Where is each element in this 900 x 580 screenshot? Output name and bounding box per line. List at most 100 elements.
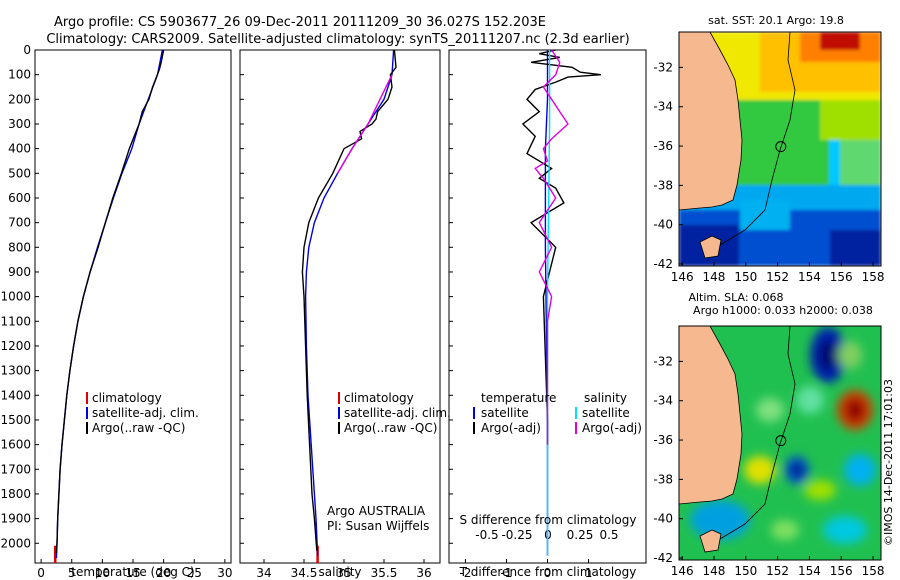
sla-map-title-line2: Argo h1000: 0.033 h2000: 0.038 <box>693 304 873 317</box>
depth-tick-label: 1900 <box>0 512 31 526</box>
map-y-tick-label: -42 <box>653 551 673 565</box>
depth-tick-label: 800 <box>8 240 31 254</box>
sla-argo-marker <box>775 435 787 447</box>
annotation-argo-australia: Argo AUSTRALIA <box>327 504 426 518</box>
s-diff-tick-label: 0.25 <box>567 528 594 542</box>
sst-map <box>679 32 881 266</box>
map-y-tick-label: -38 <box>653 178 673 192</box>
s-diff-tick-label: -0.5 <box>475 528 498 542</box>
map-x-tick-label: 152 <box>766 270 789 284</box>
sla-map-frame <box>678 325 882 561</box>
difference-legend: temperature satellite Argo(-adj) salinit… <box>460 391 642 527</box>
s-diff-tick-label: 0.5 <box>599 528 618 542</box>
map-y-tick-label: -32 <box>653 60 673 74</box>
salinity-panel-frame <box>239 49 441 564</box>
legend-swatch-sal-satellite <box>575 407 577 419</box>
x-tick-label: 20 <box>156 566 171 580</box>
legend-swatch-satellite <box>86 407 88 419</box>
series-line-argo-raw-qc- <box>55 49 165 554</box>
depth-tick-label: 100 <box>8 68 31 82</box>
legend-label-argo: Argo(..raw -QC) <box>92 421 185 435</box>
legend-label-satellite: satellite-adj. clim. <box>92 406 199 420</box>
series-line-satellite-adj-clim- <box>55 49 164 559</box>
temperature-panel-frame <box>34 49 232 564</box>
legend-swatch-argo <box>338 422 340 434</box>
salinity-xlabel: salinity <box>318 565 361 579</box>
depth-tick-label: 2000 <box>0 536 31 550</box>
legend-label-sal-satellite: satellite <box>582 406 630 420</box>
x-tick-label: 0 <box>544 566 552 580</box>
sla-land <box>679 326 743 505</box>
map-x-tick-label: 150 <box>734 564 757 578</box>
series-line-temperature-argo-adj- <box>521 49 601 445</box>
depth-tick-label: 1500 <box>0 413 31 427</box>
sla-map-axes: 146 148 150 152 154 156 158 -32 -34 -36 -38 -40 -42 <box>653 354 884 578</box>
sst-map-frame <box>678 31 882 267</box>
x-tick-label: -2 <box>459 566 471 580</box>
x-tick-label: 30 <box>217 566 232 580</box>
legend-label-climatology: climatology <box>92 391 162 405</box>
temperature-xlabel: temperature (deg C) <box>71 565 194 579</box>
x-tick-label: -1 <box>500 566 512 580</box>
legend-label-argo: Argo(..raw -QC) <box>344 421 437 435</box>
x-tick-label: 35 <box>336 566 351 580</box>
map-y-tick-label: -32 <box>653 354 673 368</box>
legend-swatch-argo <box>86 422 88 434</box>
legend-title-salinity: salinity <box>584 391 627 405</box>
x-tick-label: 5 <box>68 566 76 580</box>
legend-swatch-sal-argo <box>575 422 577 434</box>
depth-tick-label: 900 <box>8 265 31 279</box>
figure-title-line2: Climatology: CARS2009. Satellite-adjuste… <box>46 32 629 47</box>
depth-axis: 0 100 200 300 400 500 600 700 800 900 1000 1100 1200… <box>0 43 453 550</box>
legend-label-temp-argo: Argo(-adj) <box>481 421 541 435</box>
x-tick-label: 0 <box>37 566 45 580</box>
depth-tick-label: 1700 <box>0 462 31 476</box>
map-x-tick-label: 146 <box>671 270 694 284</box>
legend-swatch-climatology <box>338 392 340 404</box>
sst-map-title: sat. SST: 20.1 Argo: 19.8 <box>708 14 844 27</box>
figure-title-line1: Argo profile: CS 5903677_26 09-Dec-2011 … <box>54 15 546 30</box>
depth-tick-label: 600 <box>8 191 31 205</box>
x-tick-label: 35.5 <box>371 566 398 580</box>
x-tick-label: 36 <box>416 566 431 580</box>
legend-label-temp-satellite: satellite <box>481 406 529 420</box>
difference-xlabel: T difference from climatology <box>459 565 637 579</box>
legend-swatch-satellite <box>338 407 340 419</box>
annotation-pi: PI: Susan Wijffels <box>327 519 429 533</box>
depth-tick-label: 1100 <box>0 314 31 328</box>
sst-tasmania <box>699 235 722 259</box>
legend-swatch-temp-satellite <box>473 407 475 419</box>
tick-layer: 0 5 10 15 20 25 30 34 34.5 35 35.5 36 -2 -1 0 1 -0.5 -0.2… <box>37 528 618 580</box>
x-tick-label: 1 <box>585 566 593 580</box>
depth-tick-label: 1300 <box>0 364 31 378</box>
map-y-tick-label: -36 <box>653 139 673 153</box>
depth-tick-label: 1000 <box>0 290 31 304</box>
x-tick-label: 15 <box>125 566 140 580</box>
s-diff-tick-label: -0.25 <box>501 528 532 542</box>
x-tick-label: 25 <box>187 566 202 580</box>
legend-label-sal-argo: Argo(-adj) <box>582 421 642 435</box>
depth-tick-label: 200 <box>8 92 31 106</box>
depth-tick-label: 700 <box>8 216 31 230</box>
map-y-tick-label: -36 <box>653 433 673 447</box>
depth-tick-label: 400 <box>8 142 31 156</box>
temperature-legend: climatology satellite-adj. clim. Argo(..… <box>86 391 199 435</box>
depth-tick-label: 300 <box>8 117 31 131</box>
map-y-tick-label: -40 <box>653 512 673 526</box>
map-x-tick-label: 156 <box>830 564 853 578</box>
legend-title-temperature: temperature <box>481 391 556 405</box>
salinity-legend: climatology satellite-adj. clim. Argo(..… <box>327 391 451 533</box>
legend-swatch-temp-argo <box>473 422 475 434</box>
map-y-tick-label: -38 <box>653 472 673 486</box>
sst-land <box>679 32 743 211</box>
series-line-salinity-satellite <box>546 50 551 556</box>
series-line-satellite-adj-clim- <box>304 49 395 556</box>
sst-argo-marker <box>775 141 787 153</box>
depth-tick-label: 500 <box>8 166 31 180</box>
map-x-tick-label: 148 <box>703 564 726 578</box>
depth-tick-label: 0 <box>23 43 31 57</box>
series-line-argo-raw-qc- <box>301 49 397 551</box>
sst-map-axes: 146 148 150 152 154 156 158 -32 -34 -36 -38 -40 -42 <box>653 60 884 284</box>
x-tick-label: 34.5 <box>291 566 318 580</box>
